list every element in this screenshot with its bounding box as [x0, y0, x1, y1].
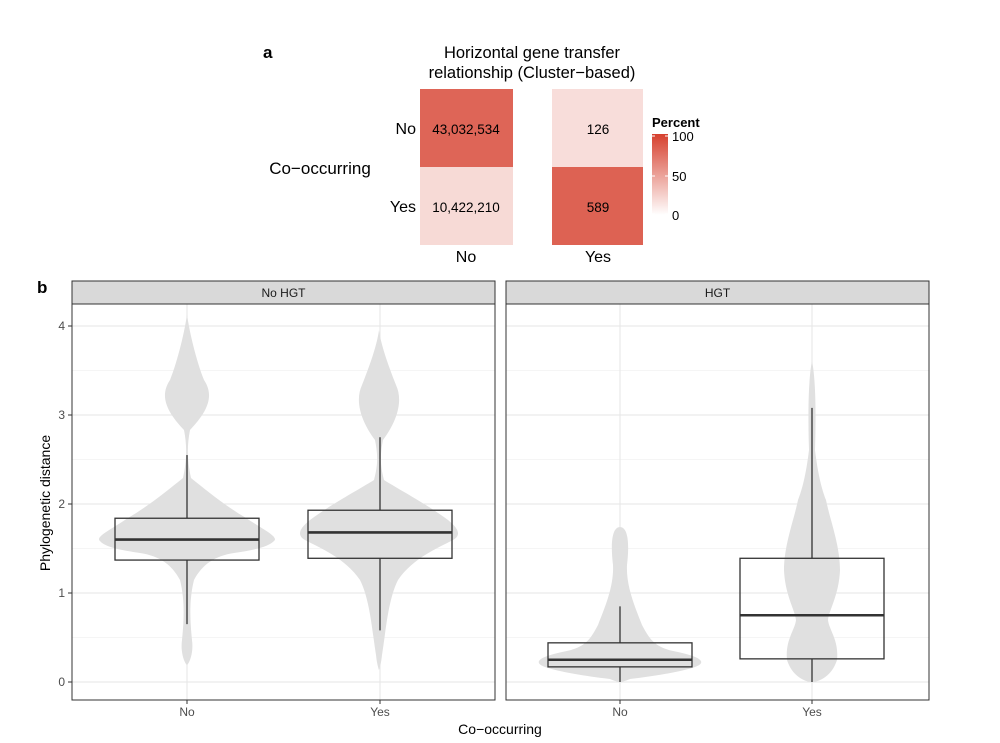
x-tick-label: Yes	[802, 705, 822, 719]
y-tick-label: 1	[58, 586, 65, 600]
heatmap-cell-label: 43,032,534	[432, 122, 500, 137]
x-tick-label: Yes	[370, 705, 390, 719]
facet-panel-border	[505, 303, 930, 701]
heatmap-title-line2: relationship (Cluster−based)	[429, 64, 636, 82]
heatmap-x-tick-label: No	[456, 249, 477, 266]
legend-title: Percent	[652, 115, 700, 130]
y-axis-title: Phylogenetic distance	[37, 435, 53, 571]
heatmap: 43,032,534 10,422,210 126 589	[420, 89, 643, 245]
boxplot	[307, 437, 453, 631]
heatmap-y-tick-label: No	[396, 121, 417, 138]
x-tick-label: No	[612, 705, 628, 719]
legend-tick-label: 100	[672, 129, 694, 144]
violin-shape	[538, 527, 702, 682]
heatmap-cell-yes-yes	[552, 167, 643, 245]
y-tick-label: 3	[58, 408, 65, 422]
y-tick-label: 0	[58, 675, 65, 689]
grid-lines	[506, 304, 929, 700]
heatmap-cell-no-yes	[420, 167, 513, 245]
x-tick-label: No	[179, 705, 195, 719]
heatmap-cell-label: 10,422,210	[432, 200, 500, 215]
legend-tick-label: 50	[672, 169, 686, 184]
boxplot	[547, 606, 693, 682]
heatmap-cell-label: 126	[587, 122, 610, 137]
heatmap-cell-yes-no	[552, 89, 643, 167]
facet-panel-border	[71, 303, 496, 701]
panel-label-a: a	[263, 43, 273, 62]
y-tick-label: 4	[58, 319, 65, 333]
violin-shape	[299, 330, 459, 670]
boxplot	[739, 407, 885, 682]
y-axis: 0 1 2 3 4	[58, 319, 72, 689]
boxplots	[114, 407, 885, 682]
facet-panel-bg	[72, 304, 495, 700]
legend-tick-label: 0	[672, 208, 679, 223]
box-iqr	[307, 509, 453, 559]
heatmap-y-axis-title: Co−occurring	[269, 159, 371, 178]
x-axis-title: Co−occurring	[458, 721, 542, 737]
heatmap-x-tick-label: Yes	[585, 249, 611, 266]
panel-label-b: b	[37, 278, 47, 297]
grid-lines	[72, 304, 495, 700]
heatmap-y-tick-label: Yes	[390, 199, 416, 216]
legend-colorbar	[652, 134, 668, 215]
box-iqr	[739, 557, 885, 660]
facet-strip-label: HGT	[705, 286, 731, 300]
heatmap-cell-no-no	[420, 89, 513, 167]
y-tick-label: 2	[58, 497, 65, 511]
box-iqr	[547, 642, 693, 668]
x-axis: No Yes No Yes	[179, 700, 822, 719]
facet-panel-bg	[506, 304, 929, 700]
facet-strip-label: No HGT	[261, 286, 306, 300]
heatmap-title-line1: Horizontal gene transfer	[444, 44, 621, 62]
heatmap-cell-label: 589	[587, 200, 610, 215]
boxplot	[114, 455, 260, 625]
